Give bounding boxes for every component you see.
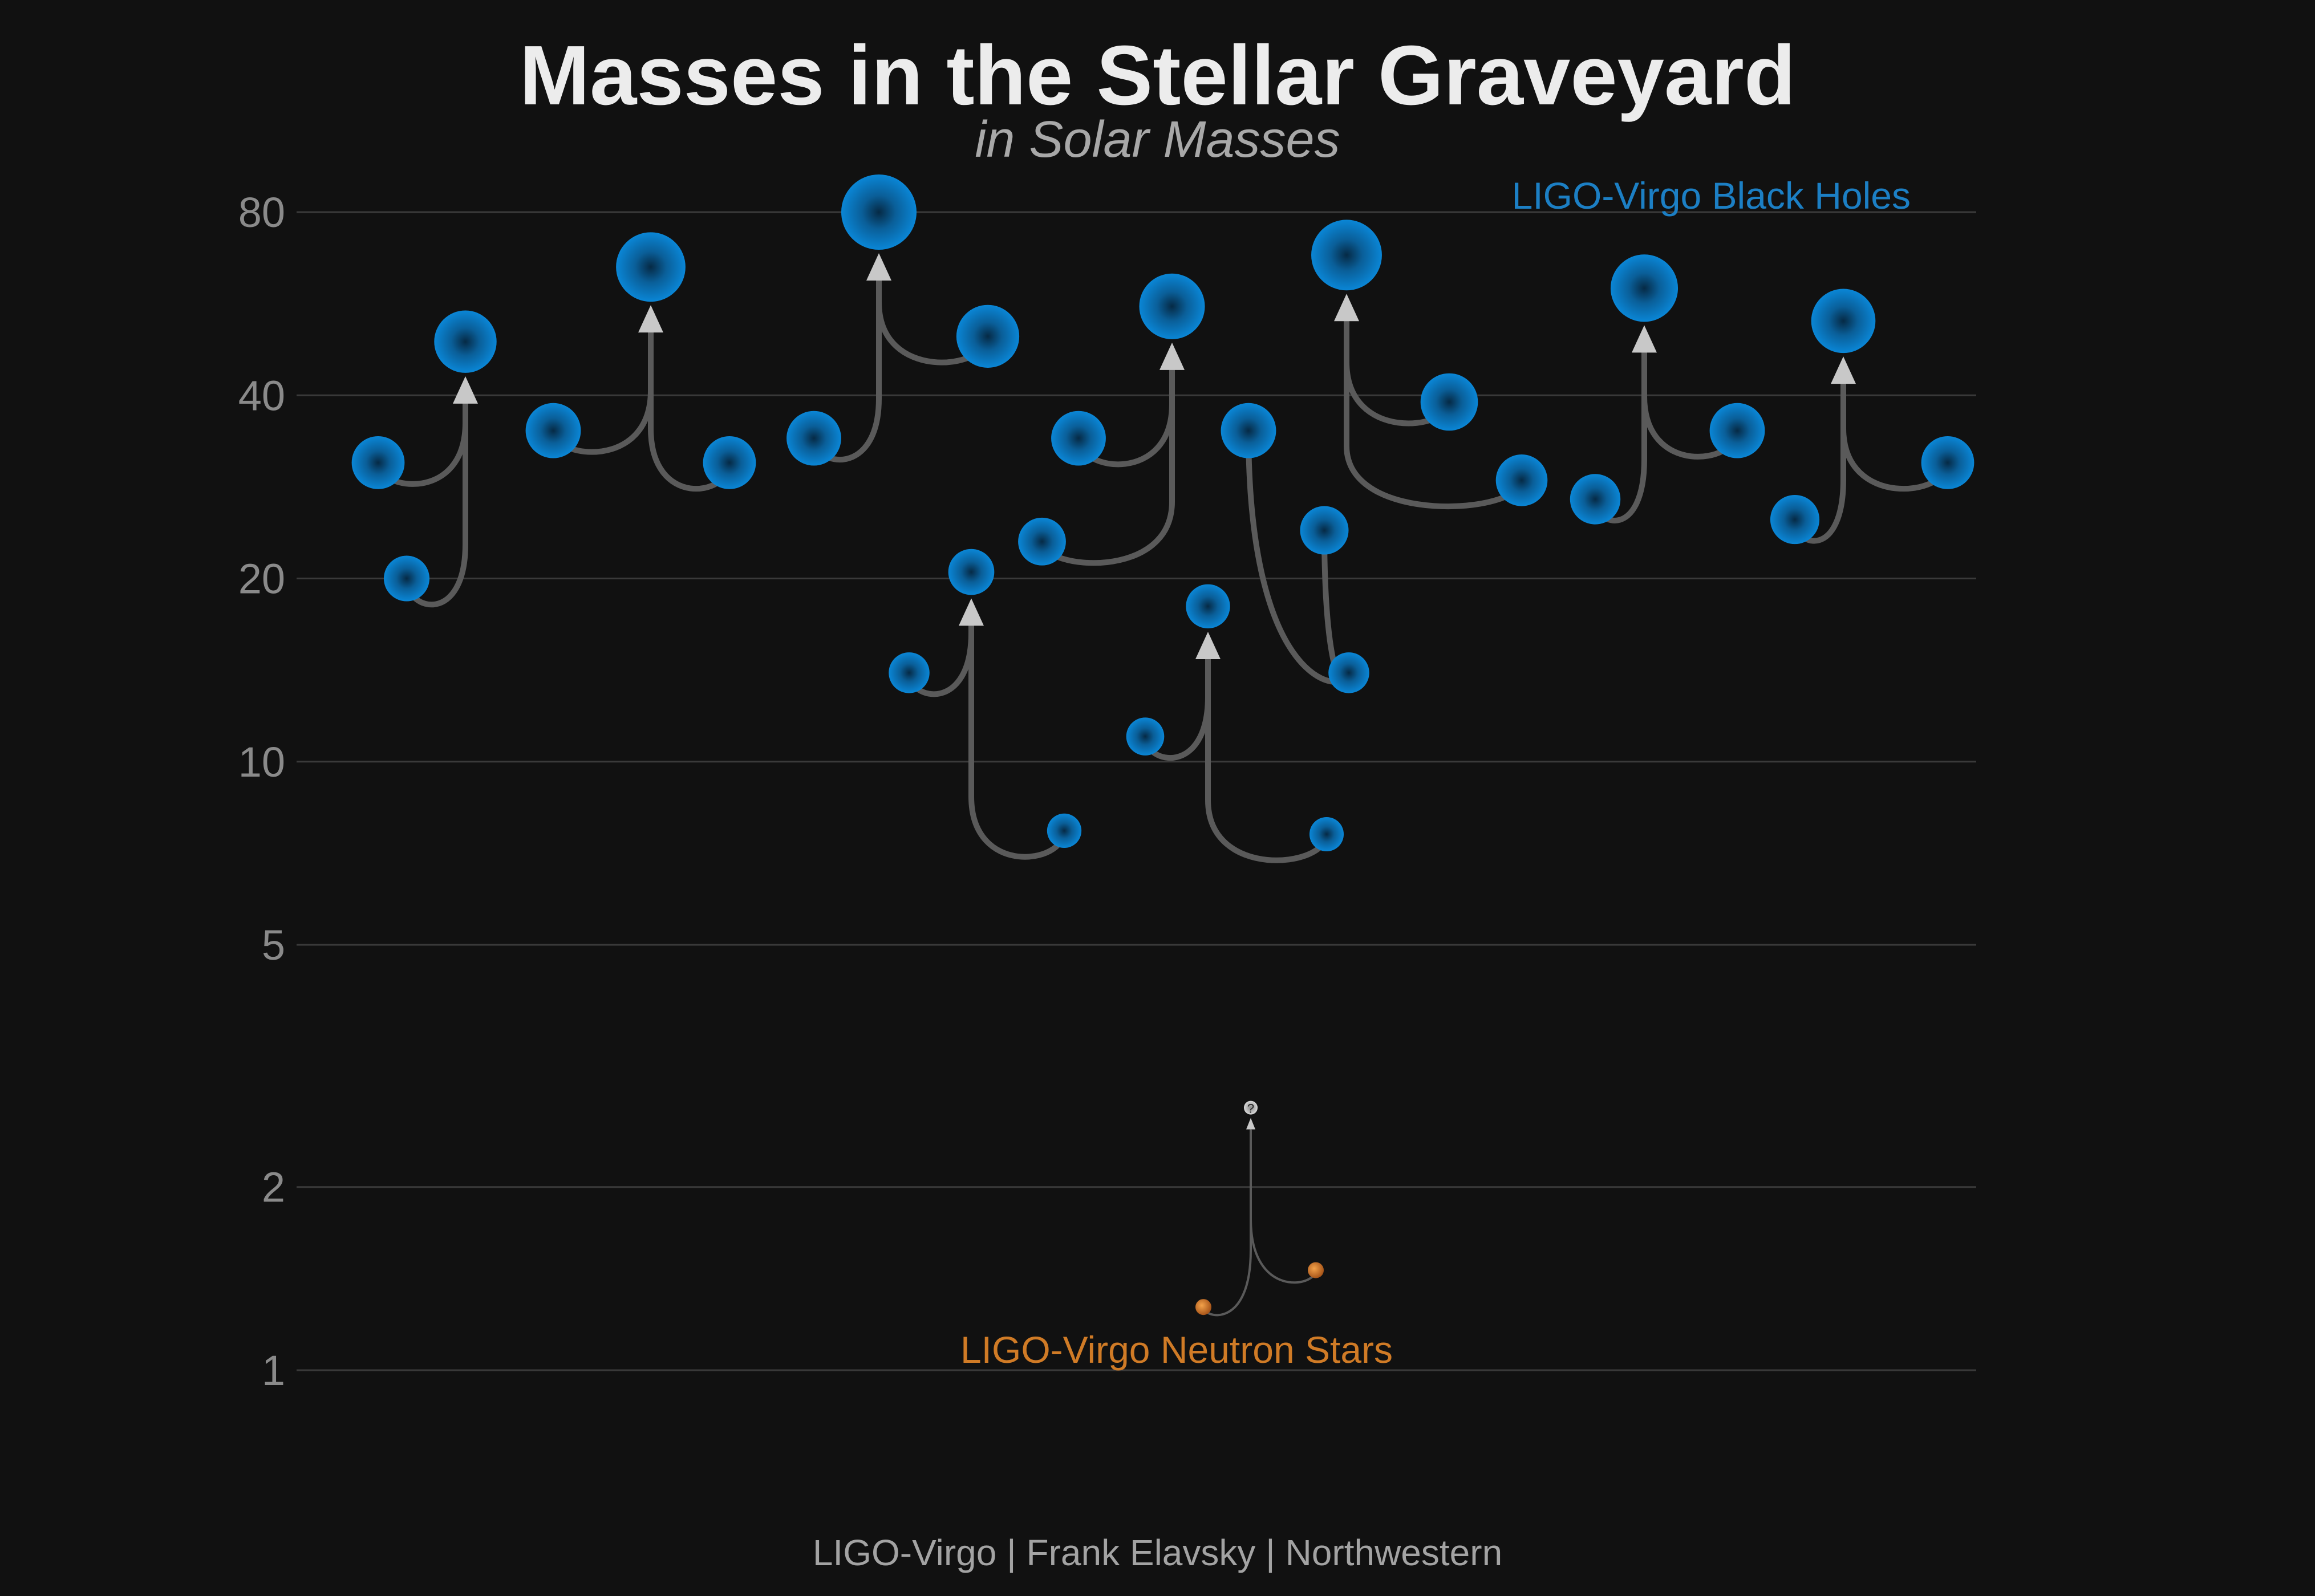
black-hole-point-remnant bbox=[1610, 254, 1679, 322]
black-hole-point-progenitor bbox=[786, 411, 841, 466]
merger-arrowhead bbox=[638, 305, 663, 333]
chart-subtitle: in Solar Masses bbox=[975, 111, 1340, 168]
black-holes-legend-label: LIGO-Virgo Black Holes bbox=[1512, 174, 1911, 217]
merger-track bbox=[1205, 641, 1329, 863]
black-hole-point-remnant bbox=[1811, 289, 1876, 354]
black-hole-point-progenitor bbox=[351, 436, 405, 489]
y-tick-label: 5 bbox=[262, 921, 285, 969]
y-tick-label: 20 bbox=[238, 555, 285, 603]
black-hole-point-remnant bbox=[1186, 584, 1230, 629]
black-hole-point-progenitor bbox=[384, 555, 429, 602]
black-hole-point-progenitor bbox=[1709, 403, 1765, 458]
y-tick-label: 40 bbox=[238, 372, 285, 419]
black-hole-point-remnant bbox=[1311, 220, 1382, 291]
black-hole-point-progenitor bbox=[1420, 373, 1478, 431]
neutron-star-point-progenitor bbox=[1195, 1299, 1211, 1315]
credit-line: LIGO-Virgo | Frank Elavsky | Northwester… bbox=[812, 1532, 1503, 1573]
merger-track bbox=[1202, 1129, 1252, 1317]
black-hole-point-progenitor bbox=[1047, 813, 1082, 848]
merger-arrowhead bbox=[1334, 294, 1359, 322]
merger-track bbox=[968, 608, 1067, 860]
merger-arrowhead bbox=[453, 376, 478, 404]
y-tick-label: 2 bbox=[262, 1164, 285, 1211]
merger-arrowhead bbox=[866, 253, 891, 281]
black-hole-point-progenitor bbox=[889, 652, 930, 693]
black-hole-point-progenitor bbox=[1126, 717, 1165, 756]
y-tick-label: 80 bbox=[238, 189, 285, 236]
black-hole-point-remnant bbox=[434, 310, 497, 373]
black-hole-point-remnant bbox=[616, 232, 686, 302]
black-hole-point-progenitor bbox=[525, 403, 581, 458]
neutron-stars-legend-label: LIGO-Virgo Neutron Stars bbox=[960, 1329, 1393, 1371]
black-hole-point-progenitor bbox=[1495, 454, 1548, 506]
neutron-star-point-progenitor bbox=[1308, 1262, 1324, 1278]
black-hole-point-progenitor bbox=[956, 304, 1020, 368]
merger-arrowhead bbox=[959, 598, 984, 626]
black-hole-point-remnant bbox=[948, 549, 995, 595]
black-hole-point-progenitor bbox=[1221, 403, 1276, 458]
black-hole-point-progenitor bbox=[1770, 495, 1820, 545]
unknown-remnant-point bbox=[1244, 1100, 1258, 1115]
black-hole-point-progenitor bbox=[1051, 411, 1106, 466]
merger-track bbox=[1246, 428, 1352, 685]
y-tick-label: 1 bbox=[262, 1347, 285, 1394]
black-hole-point-progenitor bbox=[1018, 517, 1066, 566]
black-hole-point-remnant bbox=[1139, 273, 1205, 339]
merger-arrowhead bbox=[1246, 1118, 1255, 1130]
black-hole-point-progenitor bbox=[1921, 436, 1975, 489]
black-hole-point-remnant bbox=[841, 174, 917, 250]
black-hole-point-remnant bbox=[1328, 652, 1369, 693]
black-hole-point-progenitor bbox=[1309, 817, 1344, 852]
merger-arrowhead bbox=[1195, 632, 1221, 660]
merger-arrowhead bbox=[1632, 325, 1657, 353]
black-hole-point-progenitor bbox=[703, 436, 756, 489]
black-hole-point-progenitor bbox=[1300, 506, 1349, 555]
merger-arrowhead bbox=[1159, 342, 1185, 370]
unknown-remnant-label: ? bbox=[1247, 1102, 1254, 1116]
chart-title: Masses in the Stellar Graveyard bbox=[519, 29, 1796, 123]
y-tick-label: 10 bbox=[238, 738, 285, 786]
merger-arrowhead bbox=[1831, 356, 1856, 384]
black-hole-point-progenitor bbox=[1570, 474, 1621, 525]
merger-track bbox=[1250, 1129, 1317, 1284]
